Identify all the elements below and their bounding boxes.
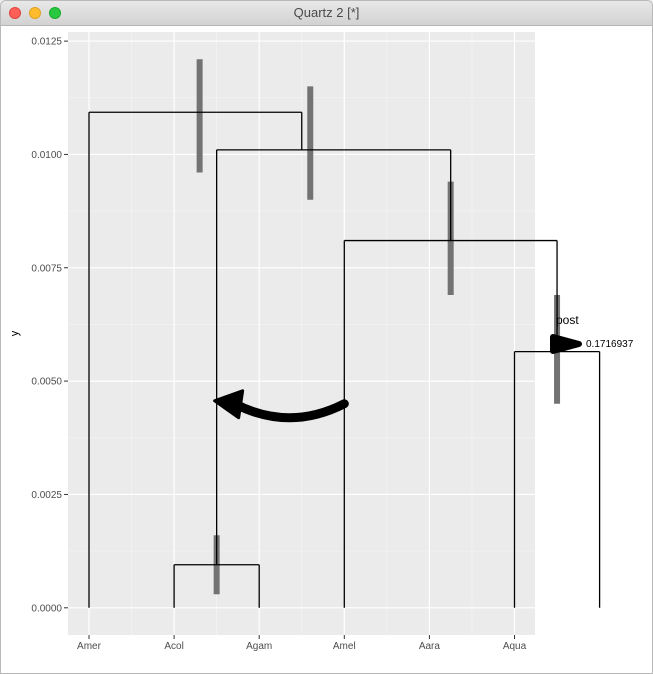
x-tick-label: Acol [164,641,183,652]
x-tick-label: Aara [419,641,441,652]
legend-label: 0.1716937 [586,339,634,350]
y-tick-label: 0.0075 [31,263,62,274]
legend: post 0.1716937 [550,313,634,354]
y-tick-label: 0.0050 [31,377,62,388]
zoom-window-button[interactable] [49,7,61,19]
y-tick-label: 0.0100 [31,150,62,161]
y-axis: 0.0000 0.0025 0.0050 0.0075 0.0100 0.0125 [31,37,68,614]
x-axis: Amer Acol Agam Amel Aara Aqua [77,635,527,652]
x-tick-label: Amer [77,641,102,652]
minimize-window-button[interactable] [29,7,41,19]
migration-arrow-shaft [230,399,349,423]
window-title: Quartz 2 [*] [293,5,360,20]
minor-grid [68,32,535,635]
x-tick-label: Amel [333,641,356,652]
legend-title: post [556,313,579,327]
migration-arrow-head [213,389,245,420]
y-axis-title: y [9,330,21,336]
title-bar[interactable]: Quartz 2 [*] [1,1,652,26]
y-tick-label: 0.0000 [31,603,62,614]
migration-arrow-layer [213,389,349,423]
tree-branches [88,111,601,608]
legend-key-arrow [550,334,582,354]
y-tick-label: 0.0125 [31,37,62,48]
x-tick-label: Aqua [503,641,527,652]
y-tick-label: 0.0025 [31,490,62,501]
x-tick-label: Agam [246,641,272,652]
close-window-button[interactable] [9,7,21,19]
dendrogram-chart: 0.0000 0.0025 0.0050 0.0075 0.0100 0.0125 Ame… [9,32,634,652]
